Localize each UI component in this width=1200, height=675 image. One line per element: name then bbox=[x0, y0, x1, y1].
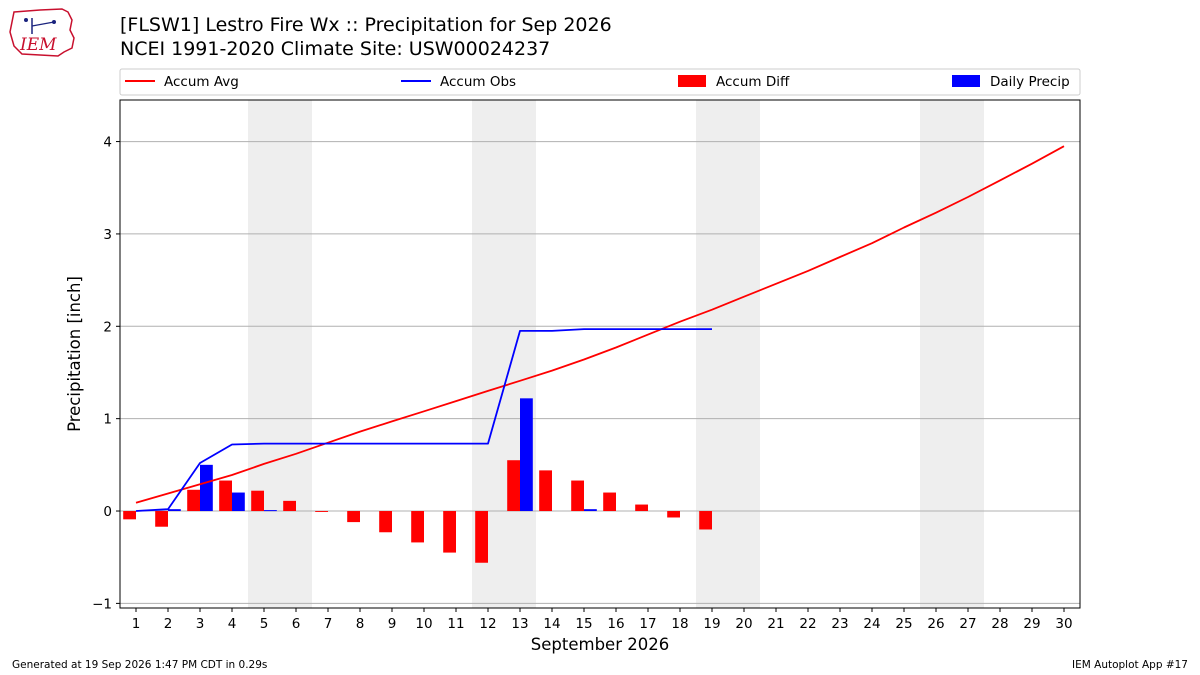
x-tick-label-28: 28 bbox=[991, 616, 1008, 632]
x-tick-label-20: 20 bbox=[735, 616, 752, 632]
accum-diff-bar-day-10 bbox=[411, 511, 424, 543]
x-tick-label-26: 26 bbox=[927, 616, 944, 632]
x-tick-label-5: 5 bbox=[260, 616, 269, 632]
accum-diff-bar-day-9 bbox=[379, 511, 392, 533]
accum-diff-bar-day-6 bbox=[283, 500, 296, 512]
x-tick-label-1: 1 bbox=[132, 616, 141, 632]
generated-note: Generated at 19 Sep 2026 1:47 PM CDT in … bbox=[12, 659, 267, 671]
accum-diff-bar-day-19 bbox=[699, 511, 712, 530]
accum-diff-bar-day-16 bbox=[603, 492, 616, 512]
x-tick-label-25: 25 bbox=[895, 616, 912, 632]
accum-diff-bar-day-1 bbox=[123, 511, 136, 520]
x-tick-label-2: 2 bbox=[164, 616, 173, 632]
accum-diff-bar-day-11 bbox=[443, 511, 456, 553]
x-tick-label-24: 24 bbox=[863, 616, 880, 632]
legend: Accum Avg Accum Obs Accum Diff Daily Pre… bbox=[119, 68, 1081, 96]
accum-diff-bar-day-15 bbox=[571, 480, 584, 512]
x-tick-label-19: 19 bbox=[703, 616, 720, 632]
daily-precip-bar-day-5 bbox=[264, 510, 277, 512]
accum-diff-bar-day-18 bbox=[667, 511, 680, 518]
x-axis: 1 2 3 4 5 6 7 8 9 10 11 12 13 14 15 16 17 18 19 20 21 22 23 24 2… bbox=[132, 608, 1073, 632]
x-axis-label: September 2026 bbox=[531, 635, 669, 654]
bars-layer bbox=[123, 398, 712, 563]
weekend-band-day-20 bbox=[728, 100, 760, 608]
x-tick-label-3: 3 bbox=[196, 616, 205, 632]
x-tick-label-7: 7 bbox=[324, 616, 333, 632]
legend-label-accum-obs: Accum Obs bbox=[440, 74, 516, 90]
chart-subtitle: NCEI 1991-2020 Climate Site: USW00024237 bbox=[120, 38, 550, 60]
y-tick-label-0: 0 bbox=[103, 504, 112, 520]
x-tick-label-30: 30 bbox=[1055, 616, 1072, 632]
daily-precip-bar-day-2 bbox=[168, 509, 181, 512]
accum-diff-bar-day-12 bbox=[475, 511, 488, 563]
x-tick-label-16: 16 bbox=[607, 616, 624, 632]
grid-lines bbox=[120, 141, 1080, 604]
chart-title: [FLSW1] Lestro Fire Wx :: Precipitation … bbox=[120, 14, 612, 36]
legend-label-accum-diff: Accum Diff bbox=[716, 74, 790, 90]
weekend-band-day-6 bbox=[280, 100, 312, 608]
iem-logo: IEM bbox=[9, 8, 75, 57]
x-tick-label-6: 6 bbox=[292, 616, 301, 632]
x-tick-label-23: 23 bbox=[831, 616, 848, 632]
legend-item-daily-precip: Daily Precip bbox=[952, 74, 1070, 90]
lines-layer bbox=[135, 145, 1065, 512]
legend-item-accum-diff: Accum Diff bbox=[678, 74, 790, 90]
plot-border bbox=[119, 99, 1081, 609]
accum-avg-line bbox=[135, 145, 1065, 504]
x-tick-label-11: 11 bbox=[447, 616, 464, 632]
accum-obs-line bbox=[135, 328, 712, 512]
logo-text: IEM bbox=[19, 35, 57, 55]
legend-label-accum-avg: Accum Avg bbox=[164, 74, 239, 90]
plot-frame bbox=[119, 99, 1081, 609]
legend-frame bbox=[119, 68, 1081, 96]
accum-diff-bar-day-13 bbox=[507, 460, 520, 512]
accum-diff-bar-day-3 bbox=[187, 489, 200, 512]
weekend-band-day-26 bbox=[920, 100, 952, 608]
daily-precip-bar-day-4 bbox=[232, 492, 245, 512]
accum-diff-bar-day-8 bbox=[347, 511, 360, 523]
plot-background bbox=[248, 100, 984, 608]
accum-diff-bar-day-5 bbox=[251, 490, 264, 512]
y-axis-label: Precipitation [inch] bbox=[65, 276, 84, 432]
x-tick-label-18: 18 bbox=[671, 616, 688, 632]
y-tick-label-2: 2 bbox=[103, 319, 112, 335]
legend-swatch-accum-diff bbox=[678, 75, 706, 87]
weekend-band-day-27 bbox=[952, 100, 984, 608]
app-note: IEM Autoplot App #17 bbox=[1072, 659, 1188, 671]
y-tick-label--1: −1 bbox=[92, 596, 112, 612]
y-tick-label-1: 1 bbox=[103, 412, 112, 428]
accum-diff-bar-day-7 bbox=[315, 511, 328, 512]
accum-diff-bar-day-14 bbox=[539, 470, 552, 512]
legend-label-daily-precip: Daily Precip bbox=[990, 74, 1070, 90]
daily-precip-bar-day-3 bbox=[200, 464, 213, 512]
weekend-band-day-13 bbox=[504, 100, 536, 608]
daily-precip-bar-day-15 bbox=[584, 509, 597, 512]
x-tick-label-12: 12 bbox=[479, 616, 496, 632]
x-tick-label-22: 22 bbox=[799, 616, 816, 632]
x-tick-label-15: 15 bbox=[575, 616, 592, 632]
legend-item-accum-obs: Accum Obs bbox=[401, 74, 516, 90]
accum-diff-bar-day-4 bbox=[219, 480, 232, 512]
x-tick-label-8: 8 bbox=[356, 616, 365, 632]
legend-swatch-daily-precip bbox=[952, 75, 980, 87]
y-axis: −1 0 1 2 3 4 bbox=[92, 135, 120, 612]
legend-item-accum-avg: Accum Avg bbox=[125, 74, 239, 90]
x-tick-label-17: 17 bbox=[639, 616, 656, 632]
daily-precip-bar-day-13 bbox=[520, 398, 533, 512]
weekend-band-day-5 bbox=[248, 100, 280, 608]
weekend-band-day-19 bbox=[696, 100, 728, 608]
accum-diff-bar-day-2 bbox=[155, 511, 168, 527]
x-tick-label-21: 21 bbox=[767, 616, 784, 632]
x-tick-label-27: 27 bbox=[959, 616, 976, 632]
x-tick-label-13: 13 bbox=[511, 616, 528, 632]
x-tick-label-10: 10 bbox=[415, 616, 432, 632]
x-tick-label-4: 4 bbox=[228, 616, 237, 632]
x-tick-label-14: 14 bbox=[543, 616, 560, 632]
y-tick-label-3: 3 bbox=[103, 227, 112, 243]
y-tick-label-4: 4 bbox=[103, 135, 112, 151]
x-tick-label-29: 29 bbox=[1023, 616, 1040, 632]
accum-diff-bar-day-17 bbox=[635, 504, 648, 512]
x-tick-label-9: 9 bbox=[388, 616, 397, 632]
